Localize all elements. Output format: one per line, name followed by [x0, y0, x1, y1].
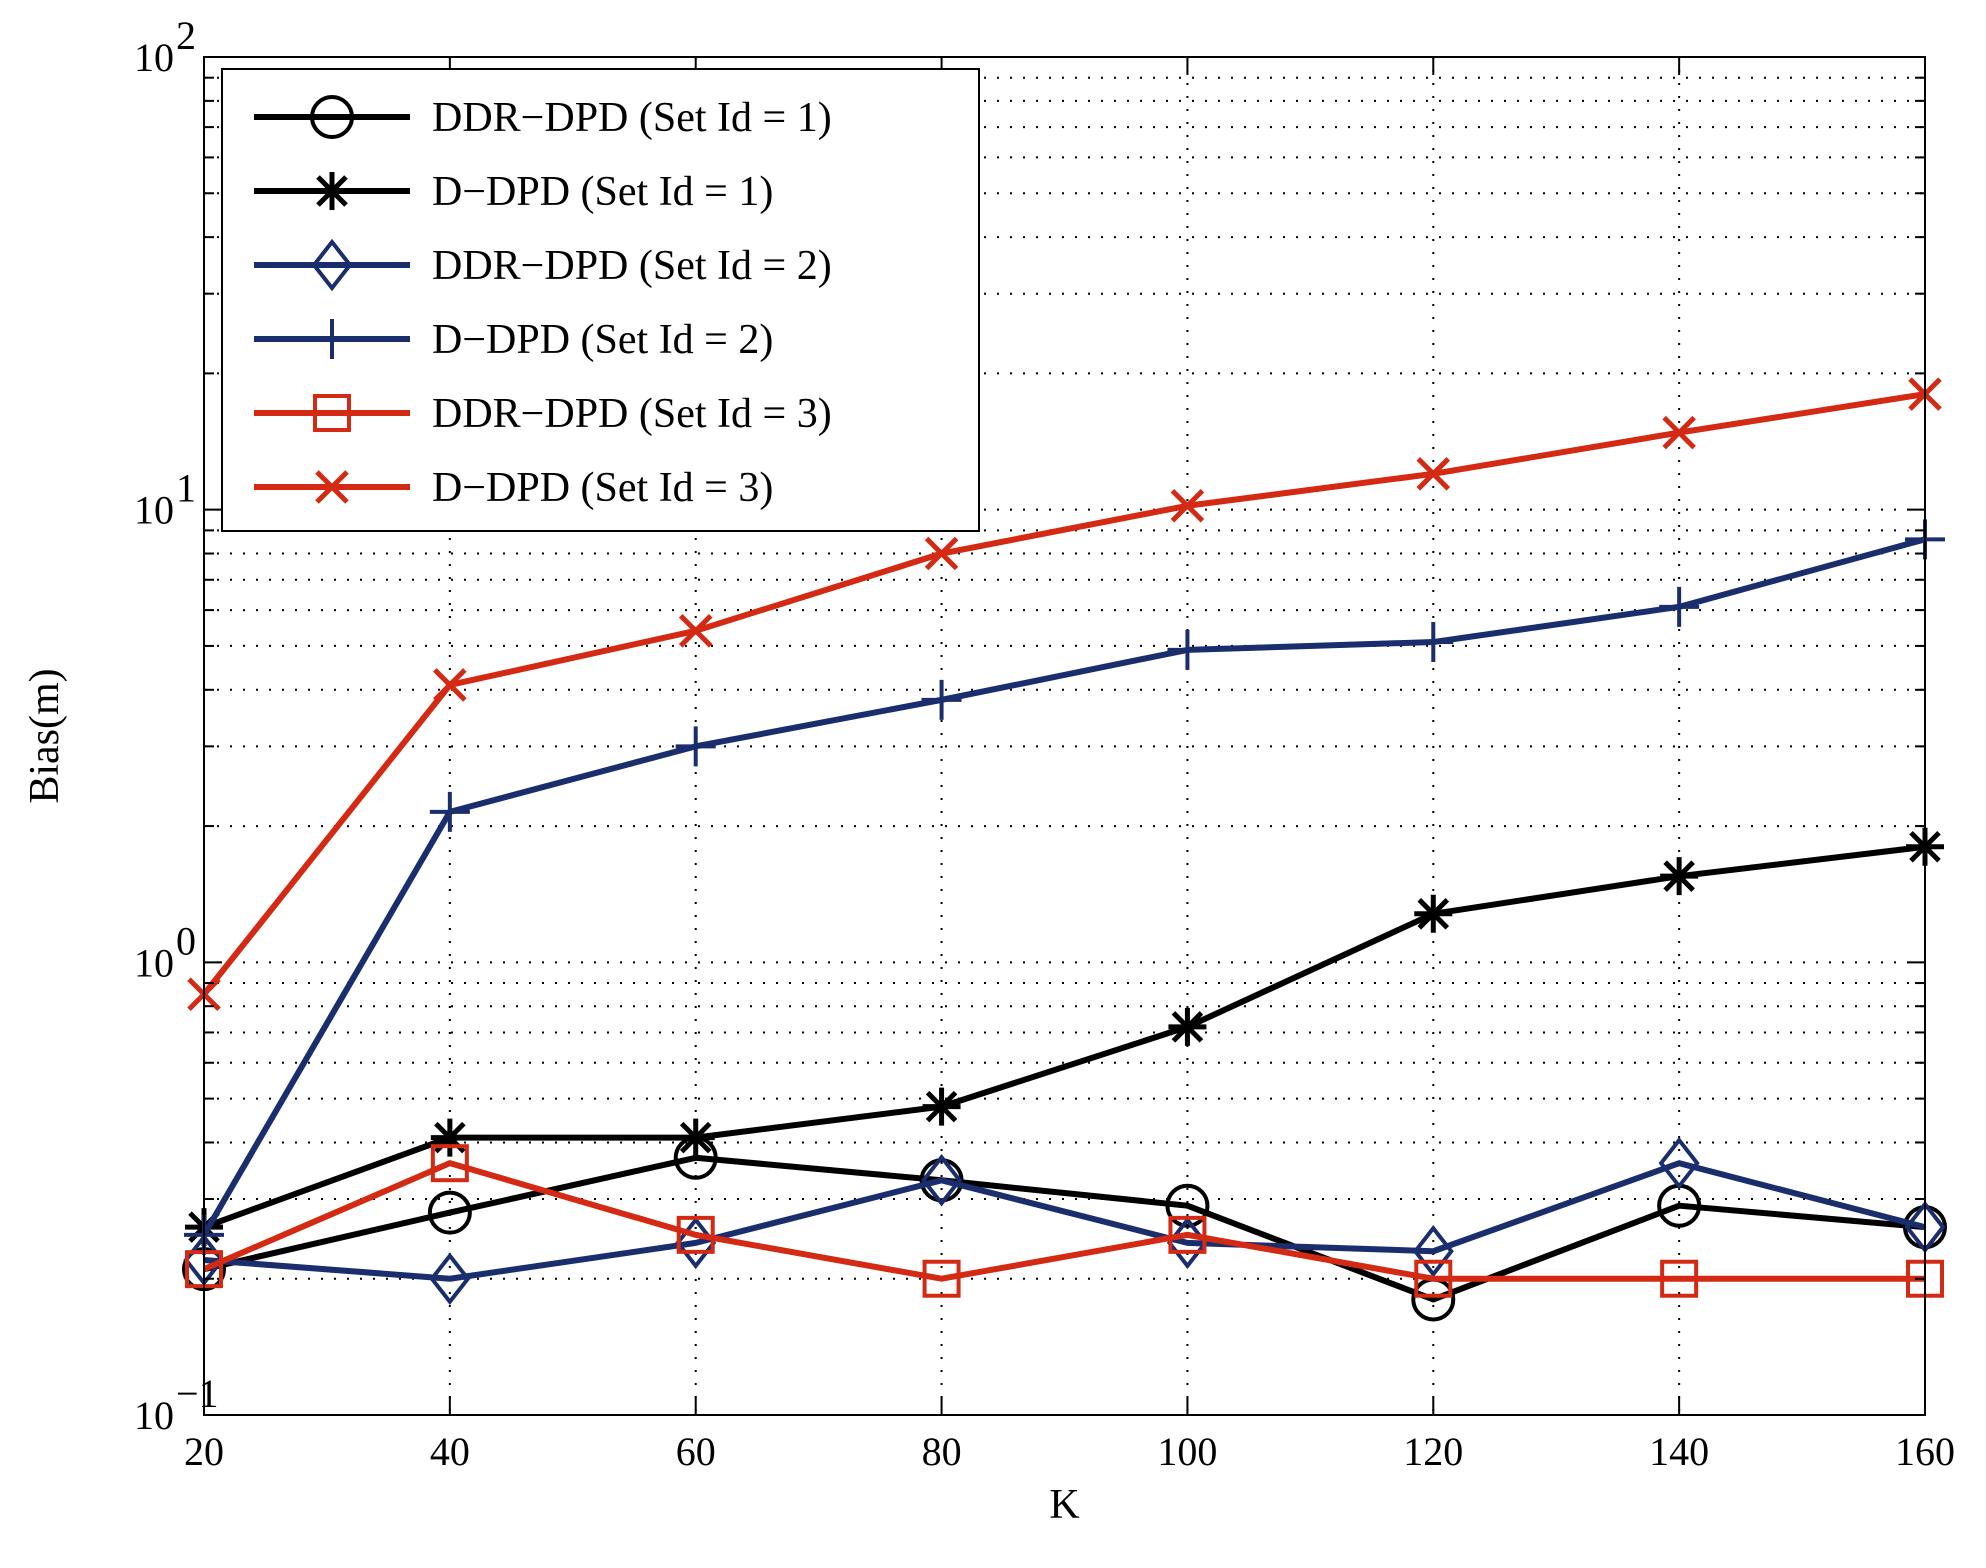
marker-x — [924, 536, 959, 571]
marker-plus — [921, 679, 962, 720]
marker-plus — [1413, 622, 1454, 663]
marker-x — [315, 470, 349, 504]
marker-asterisk — [922, 1087, 961, 1126]
legend-entry: DDR−DPD (Set Id = 1) — [254, 95, 832, 141]
y-tick-label: 10 — [134, 1393, 174, 1438]
legend-label: D−DPD (Set Id = 3) — [432, 465, 773, 511]
marker-plus — [1167, 629, 1208, 670]
legend-box — [221, 68, 980, 532]
series-line — [203, 1160, 1926, 1282]
x-tick-label: 120 — [1403, 1429, 1463, 1474]
marker-circle — [427, 1190, 472, 1235]
marker-x — [1170, 489, 1205, 523]
marker-diamond — [429, 1252, 471, 1305]
series-line — [201, 391, 1926, 997]
y-tick-label: 10 — [134, 488, 174, 533]
marker-x — [1416, 457, 1451, 491]
marker-square — [1168, 1215, 1207, 1254]
marker-diamond — [311, 238, 353, 292]
x-tick-label: 140 — [1649, 1429, 1709, 1474]
axis-ticks — [203, 57, 1926, 1416]
marker-square — [430, 1144, 469, 1183]
legend-entry: DDR−DPD (Set Id = 3) — [254, 391, 832, 437]
marker-asterisk — [1660, 857, 1699, 896]
x-axis-label: K — [1049, 1482, 1079, 1528]
series-line — [202, 1160, 1925, 1282]
marker-x — [1662, 415, 1696, 450]
legend-label: DDR−DPD (Set Id = 1) — [432, 95, 832, 141]
y-tick-label: 10 — [134, 35, 174, 80]
series-5 — [185, 1144, 1944, 1298]
marker-square — [1414, 1259, 1453, 1298]
y-tick-exponent: 2 — [176, 13, 196, 58]
legend-label: D−DPD (Set Id = 1) — [432, 169, 773, 215]
marker-plus — [1659, 586, 1700, 627]
marker-plus — [312, 319, 352, 359]
marker-square — [313, 394, 351, 432]
marker-circle — [1165, 1183, 1210, 1228]
x-tick-label: 60 — [676, 1429, 716, 1474]
x-tick-label: 160 — [1895, 1429, 1955, 1474]
y-tick-exponent: 1 — [176, 466, 196, 511]
x-tick-label: 40 — [430, 1429, 470, 1474]
x-tick-label: 100 — [1157, 1429, 1217, 1474]
legend-entry: D−DPD (Set Id = 2) — [254, 317, 773, 363]
legend: DDR−DPD (Set Id = 1) D−DPD (Set Id = 1) DD… — [221, 68, 980, 532]
marker-asterisk — [430, 1118, 469, 1157]
y-tick-exponent: −1 — [176, 1371, 219, 1416]
legend-label: DDR−DPD (Set Id = 2) — [432, 243, 832, 289]
legend-label: D−DPD (Set Id = 2) — [432, 317, 773, 363]
y-axis-label: Bias(m) — [22, 668, 68, 803]
marker-circle — [310, 95, 354, 139]
marker-asterisk — [676, 1118, 715, 1157]
marker-plus — [429, 791, 470, 832]
legend-entry: D−DPD (Set Id = 3) — [254, 465, 773, 511]
marker-asterisk — [313, 172, 351, 210]
marker-diamond — [1412, 1225, 1454, 1278]
series-line — [201, 536, 1926, 1237]
marker-diamond — [921, 1154, 963, 1207]
marker-square — [1660, 1259, 1699, 1298]
marker-x — [678, 614, 713, 648]
marker-square — [922, 1259, 961, 1298]
marker-square — [676, 1215, 715, 1254]
marker-asterisk — [1414, 894, 1453, 933]
legend-entry: DDR−DPD (Set Id = 2) — [254, 238, 832, 292]
marker-diamond — [1658, 1136, 1700, 1190]
series-6 — [187, 377, 1942, 1012]
series-line — [202, 843, 1926, 1230]
x-tick-label: 80 — [922, 1429, 962, 1474]
series-line — [203, 1154, 1926, 1303]
x-tick-label: 20 — [184, 1429, 224, 1474]
marker-x — [433, 668, 467, 702]
legend-label: DDR−DPD (Set Id = 3) — [432, 391, 832, 437]
marker-plus — [675, 726, 716, 767]
plot-frame — [203, 56, 1926, 1416]
marker-asterisk — [1168, 1007, 1207, 1046]
legend-entry: D−DPD (Set Id = 1) — [254, 169, 773, 215]
y-tick-exponent: 0 — [176, 918, 196, 963]
y-tick-label: 10 — [134, 940, 174, 985]
